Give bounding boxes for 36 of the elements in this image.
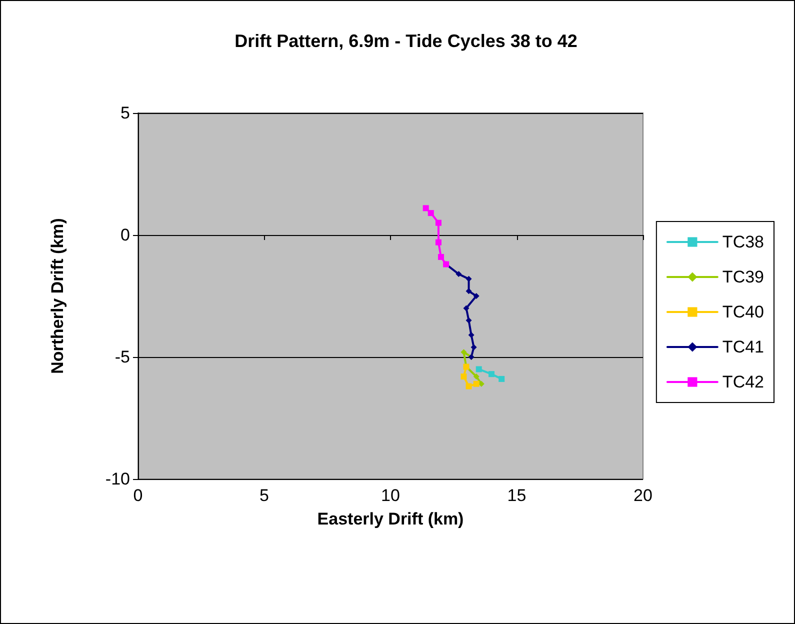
x-tick-label: 0 bbox=[133, 486, 143, 505]
point bbox=[476, 366, 482, 372]
y-tick-label: -10 bbox=[105, 470, 130, 488]
legend-label: TC40 bbox=[722, 302, 764, 322]
point bbox=[460, 349, 467, 356]
x-tick-label: 10 bbox=[381, 486, 400, 505]
x-tick-label: 20 bbox=[634, 486, 652, 505]
point bbox=[435, 220, 442, 226]
point bbox=[473, 374, 480, 380]
point bbox=[498, 376, 505, 382]
x-tick-label: 5 bbox=[260, 486, 269, 505]
x-tick-label: 15 bbox=[507, 486, 526, 505]
point bbox=[488, 371, 494, 378]
point bbox=[463, 305, 470, 312]
point bbox=[466, 383, 472, 390]
legend-label: TC39 bbox=[722, 268, 764, 286]
point bbox=[456, 271, 462, 278]
point bbox=[422, 205, 429, 212]
point bbox=[473, 293, 480, 299]
x-axis-title: Easterly Drift (km) bbox=[317, 509, 464, 528]
legend-label: TC42 bbox=[722, 372, 764, 392]
y-tick-label: 5 bbox=[120, 104, 130, 122]
point bbox=[428, 210, 434, 216]
point bbox=[470, 344, 477, 350]
point bbox=[466, 317, 472, 324]
point bbox=[460, 374, 467, 380]
point bbox=[473, 380, 480, 387]
y-axis-title: Northerly Drift (km) bbox=[48, 218, 67, 374]
y-tick-label: -5 bbox=[114, 348, 130, 366]
point bbox=[435, 239, 442, 246]
legend-label: TC38 bbox=[722, 232, 764, 252]
chart-title: Drift Pattern, 6.9m - Tide Cycles 38 to 42 bbox=[234, 31, 578, 51]
point bbox=[468, 332, 474, 338]
y-tick-label: 0 bbox=[120, 226, 130, 244]
point bbox=[438, 254, 444, 260]
legend-label: TC41 bbox=[722, 338, 764, 356]
